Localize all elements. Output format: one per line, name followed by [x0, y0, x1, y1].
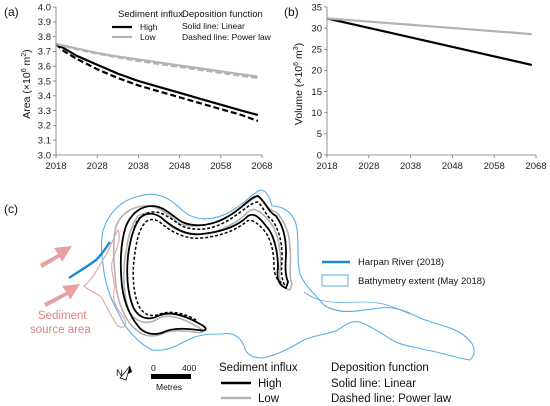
sediment-source-label-1: Sediment: [38, 310, 87, 322]
y-tick-label: 30: [311, 23, 322, 34]
x-tick-label: 2038: [128, 161, 149, 172]
bathymetry-inner-tail: [303, 291, 411, 315]
y-tick-label: 20: [311, 66, 322, 77]
sediment-source-label-2: source area: [30, 324, 91, 336]
y-tick-label: 3.1: [38, 136, 51, 147]
y-tick-label: 15: [311, 87, 322, 98]
x-tick-label: 2028: [358, 161, 379, 172]
x-tick-label: 2048: [442, 161, 463, 172]
scale-zero: 0: [151, 363, 156, 373]
y-tick-label: 10: [311, 108, 322, 119]
x-tick-label: 2068: [525, 161, 546, 172]
y-tick-label: 0: [317, 150, 322, 161]
series-low-solid-line: [55, 42, 259, 78]
scale-unit: Metres: [156, 382, 182, 392]
harpan-river: [68, 241, 111, 279]
series-high-solid-line: [55, 43, 259, 117]
area-chart: (a) Area (×106 m2) 3.0 3.1 3.2 3.3 3.4 3.5 3.6…: [4, 2, 273, 172]
bathymetry-legend-label: Bathymetry extent (May 2018): [358, 276, 485, 287]
y-tick-label: 3.0: [38, 150, 51, 161]
y-tick-label: 25: [311, 45, 322, 56]
x-tick-label: 2018: [45, 161, 66, 172]
y-tick-label: 3.9: [38, 17, 51, 28]
river-legend-label: Harpan River (2018): [358, 257, 444, 268]
x-tick-label: 2048: [169, 161, 190, 172]
shoreline-high-power-law: [132, 201, 286, 321]
panel-a-label: (a): [4, 5, 19, 19]
series-high-solid-line: [326, 17, 533, 66]
x-tick-label: 2068: [251, 161, 272, 172]
sediment-source-area: [83, 228, 127, 328]
x-tick-label: 2058: [484, 161, 505, 172]
north-arrow-icon: N: [116, 365, 132, 381]
north-label: N: [116, 368, 123, 379]
panel-c-label: (c): [4, 202, 18, 216]
legend-influx-title: Sediment influx: [118, 9, 183, 20]
y-tick-label: 3.6: [38, 62, 51, 73]
legend-low-label: Low: [140, 32, 156, 42]
reservoir-map: (c) Sediment source area Harpan River (2…: [4, 189, 485, 405]
legend-high-label: High: [140, 22, 158, 32]
scale-400: 400: [182, 363, 196, 373]
shoreline-high-linear: [119, 195, 289, 335]
y-tick-label: 3.7: [38, 47, 51, 58]
y-tick-label: 3.4: [38, 91, 51, 102]
y-tick-label: 35: [311, 2, 322, 13]
legend-solid-label: Solid line: Linear: [182, 21, 245, 31]
scale-bar: [151, 374, 191, 379]
lower-arrow-icon: [44, 284, 80, 307]
volume-chart: (b) Volume (×106 m3) 0 5 10 15 20 25 30 35 2018…: [284, 2, 547, 172]
y-tick-label: 3.2: [38, 121, 51, 132]
map-legend-influx-title: Sediment influx: [219, 362, 298, 374]
x-tick-label: 2028: [87, 161, 108, 172]
map-legend-function-title: Deposition function: [331, 362, 429, 374]
x-tick-label: 2058: [210, 161, 231, 172]
panel-b-label: (b): [284, 5, 299, 19]
map-legend-solid-label: Solid line: Linear: [331, 378, 416, 390]
legend-dashed-label: Dashed line: Power law: [182, 32, 272, 42]
x-tick-label: 2038: [400, 161, 421, 172]
area-y-axis-title: Area (×106 m2): [21, 49, 33, 118]
y-tick-label: 3.5: [38, 76, 51, 87]
map-legend-dashed-label: Dashed line: Power law: [331, 393, 452, 405]
y-tick-label: 3.8: [38, 32, 51, 43]
bathymetry-legend-swatch: [321, 274, 349, 287]
upper-arrow-icon: [40, 246, 72, 268]
y-tick-label: 4.0: [38, 2, 51, 13]
map-legend-high-label: High: [258, 378, 282, 390]
y-tick-label: 3.3: [38, 106, 51, 117]
series-low-solid-line: [326, 17, 532, 36]
y-tick-label: 5: [317, 129, 322, 140]
area-legend: Sediment influx High Low Deposition func…: [112, 9, 272, 42]
source-arrows: [40, 246, 80, 307]
legend-function-title: Deposition function: [182, 9, 263, 20]
series-low-dashed-line: [55, 42, 259, 80]
series-high-dashed-line: [55, 43, 259, 123]
x-tick-label: 2018: [316, 161, 337, 172]
map-legend-low-label: Low: [258, 393, 280, 405]
bathymetry-extent-outline: [100, 189, 475, 361]
volume-y-axis-title: Volume (×106 m3): [293, 43, 305, 125]
